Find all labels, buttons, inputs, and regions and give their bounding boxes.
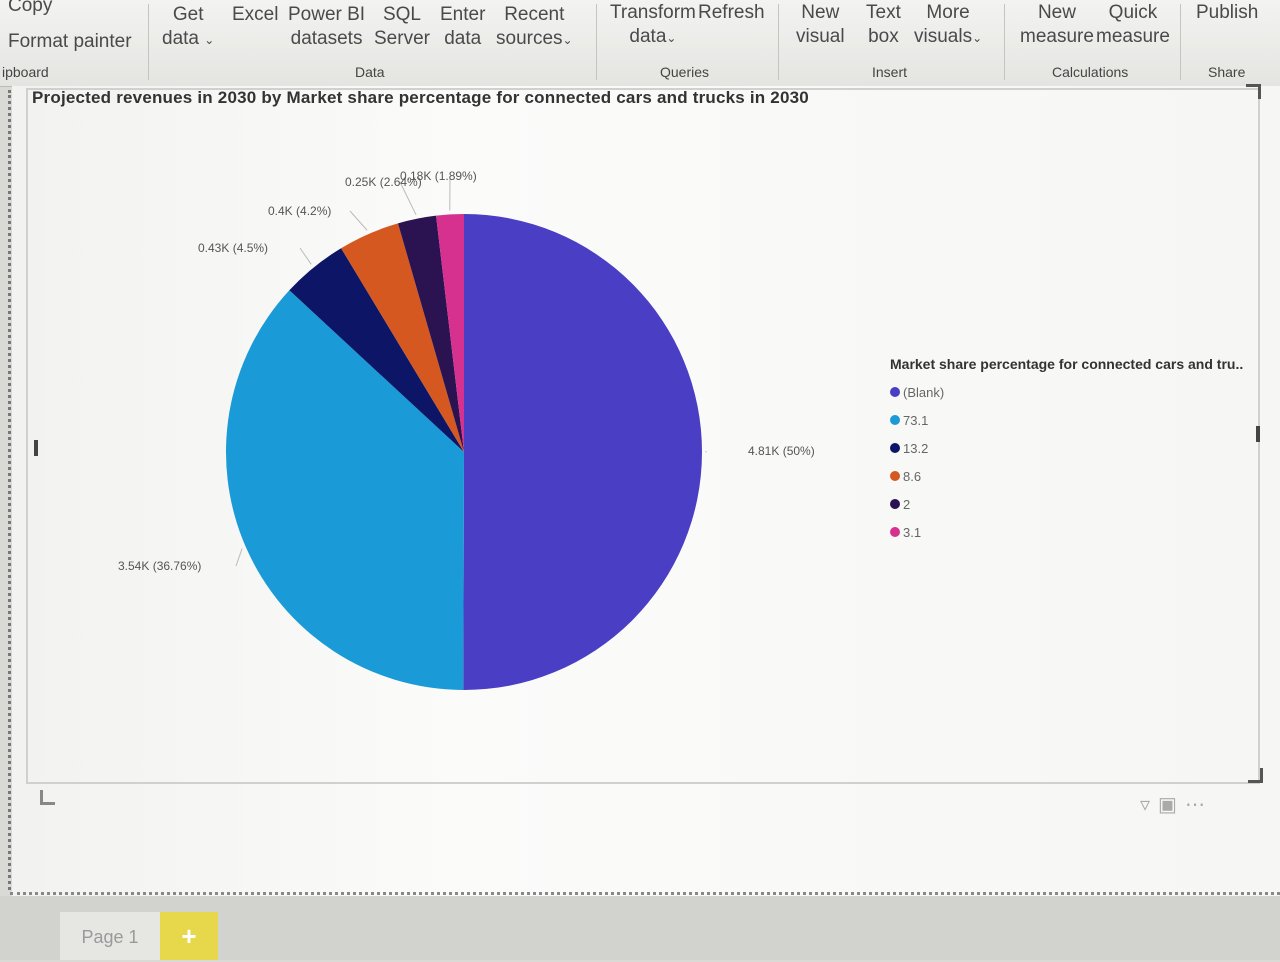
legend-label: 73.1 [903, 413, 928, 428]
legend-dot [890, 415, 900, 425]
legend-label: 3.1 [903, 525, 921, 540]
legend-item-3-1[interactable]: 3.1 [890, 518, 1270, 546]
legend-dot [890, 499, 900, 509]
visual-header-icons: ▿▣⋯ [1140, 792, 1213, 817]
legend-dot [890, 471, 900, 481]
more-options-icon[interactable]: ⋯ [1185, 794, 1213, 816]
pie-data-label: 3.54K (36.76%) [118, 559, 201, 573]
pie-data-label: 4.81K (50%) [748, 444, 815, 458]
legend-label: 13.2 [903, 441, 928, 456]
pie-slice-blank[interactable] [463, 214, 702, 690]
data-label-leader-line [300, 248, 311, 264]
page-tab-1[interactable]: Page 1 [60, 912, 160, 960]
legend-item-2[interactable]: 2 [890, 490, 1270, 518]
chart-legend: Market share percentage for connected ca… [890, 356, 1270, 546]
data-label-leader-line [236, 549, 242, 566]
focus-mode-icon[interactable]: ▣ [1158, 794, 1185, 816]
pie-slices [226, 214, 702, 690]
legend-item-blank[interactable]: (Blank) [890, 378, 1270, 406]
legend-dot [890, 387, 900, 397]
data-label-leader-line [350, 211, 367, 230]
legend-label: (Blank) [903, 385, 944, 400]
pie-data-label: 0.4K (4.2%) [268, 204, 331, 218]
legend-item-8-6[interactable]: 8.6 [890, 462, 1270, 490]
legend-label: 8.6 [903, 469, 921, 484]
legend-title: Market share percentage for connected ca… [890, 356, 1260, 372]
pie-data-label: 0.18K (1.89%) [400, 169, 477, 183]
filter-icon[interactable]: ▿ [1140, 794, 1158, 816]
legend-dot [890, 443, 900, 453]
legend-item-73-1[interactable]: 73.1 [890, 406, 1270, 434]
legend-label: 2 [903, 497, 910, 512]
legend-item-13-2[interactable]: 13.2 [890, 434, 1270, 462]
add-page-button[interactable]: + [160, 912, 218, 960]
legend-dot [890, 527, 900, 537]
pie-data-label: 0.43K (4.5%) [198, 241, 268, 255]
